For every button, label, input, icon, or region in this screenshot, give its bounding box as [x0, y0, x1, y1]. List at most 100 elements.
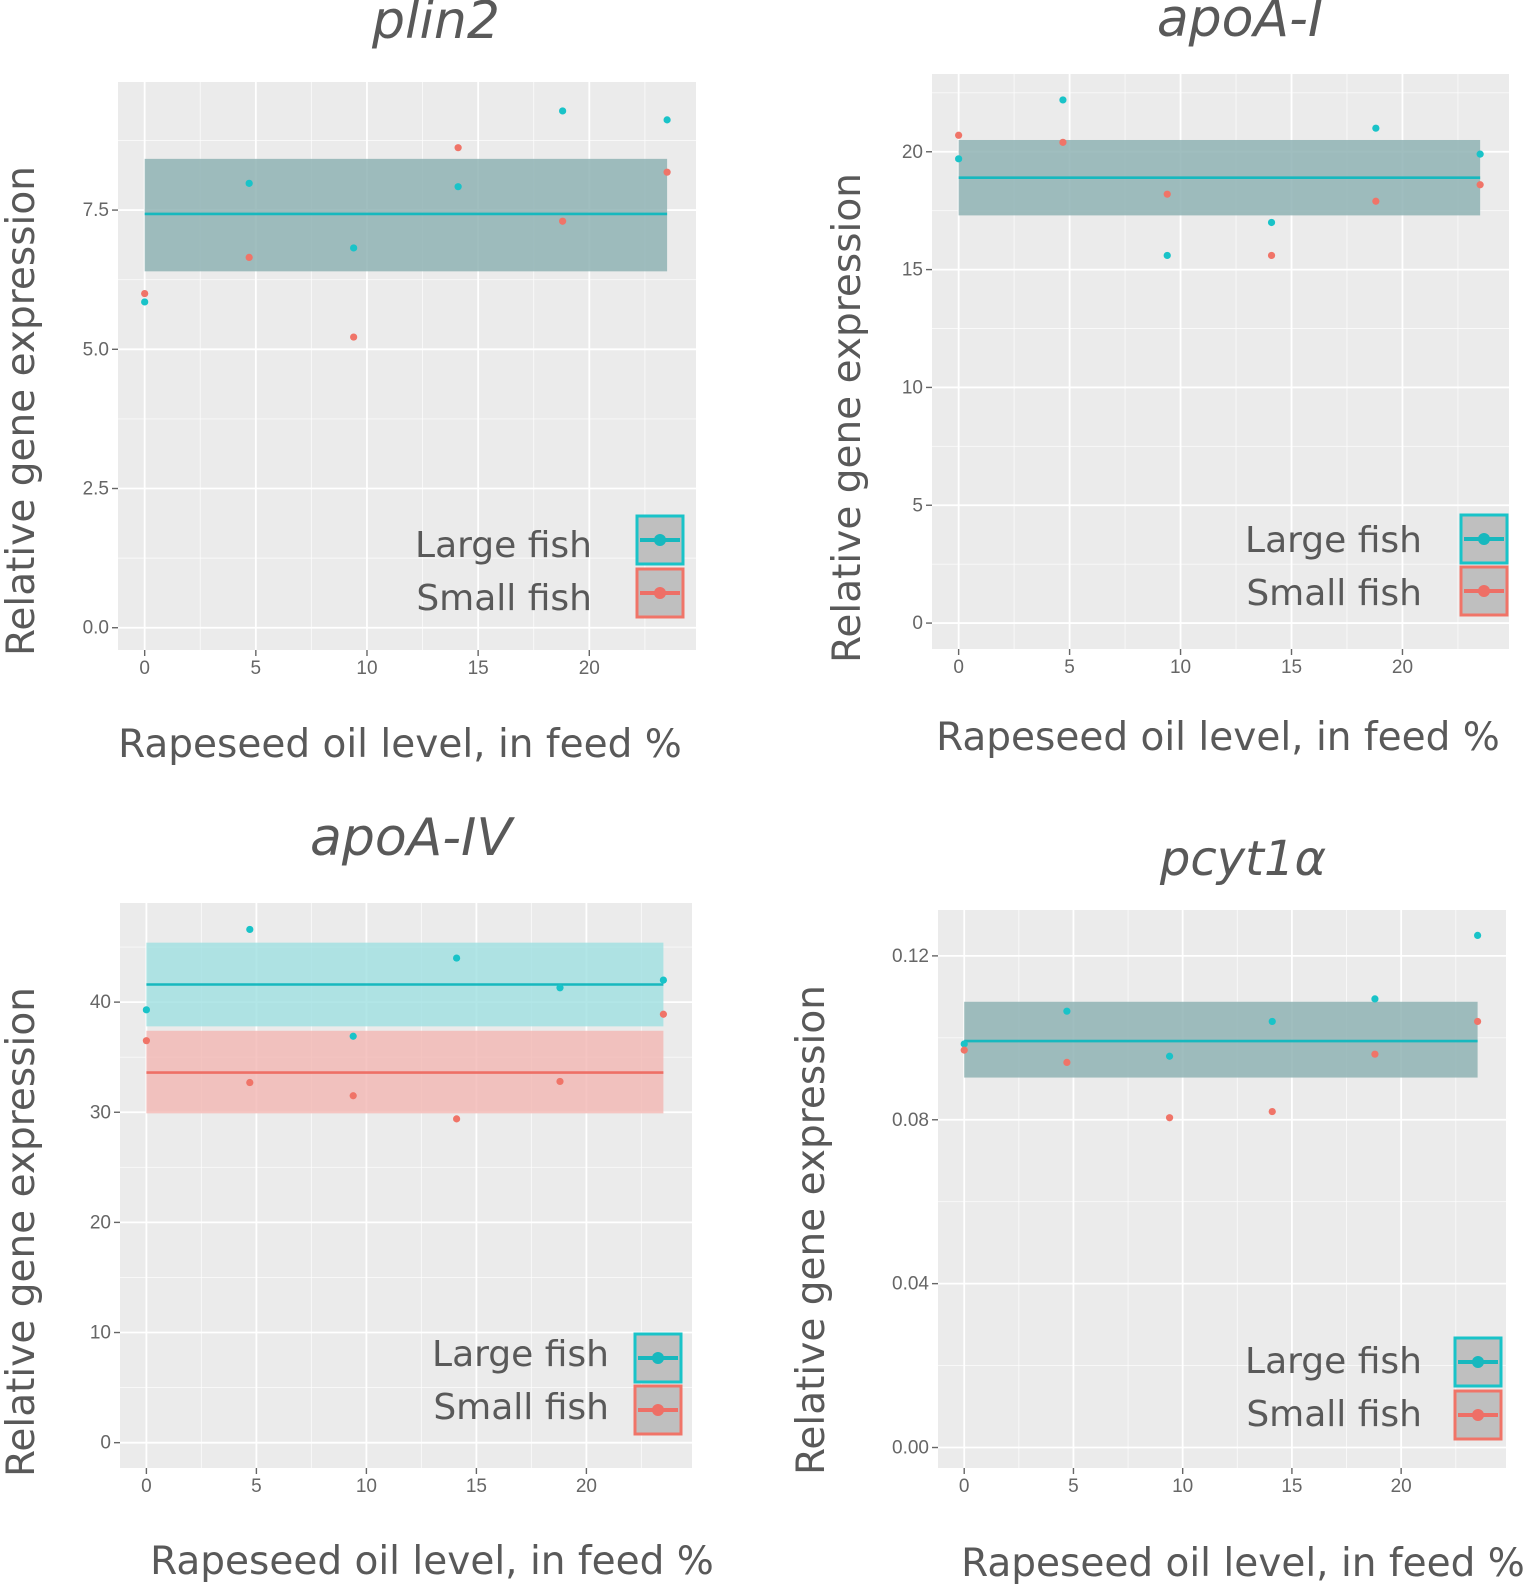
data-point [454, 144, 462, 152]
y-tick-label: 7.5 [83, 200, 109, 221]
x-tick-label: 20 [579, 658, 600, 679]
data-point [559, 217, 567, 225]
legend-key-small [1459, 565, 1509, 617]
y-tick-label: 20 [90, 1212, 111, 1233]
x-tick-label: 10 [1172, 1476, 1193, 1497]
plot-area [938, 910, 1506, 1468]
x-axis-label: Rapeseed oil level, in feed % [936, 715, 1500, 760]
data-point [142, 1006, 150, 1014]
data-point [1474, 1017, 1482, 1026]
chart-panel-apoa-iv: apoA-IV Relative gene expression Rapesee… [0, 808, 714, 1584]
legend-key-point [1478, 585, 1490, 597]
data-point [1268, 1017, 1276, 1026]
x-tick-label: 0 [959, 1476, 970, 1497]
data-point [1163, 190, 1171, 198]
y-tick-label: 20 [902, 142, 923, 163]
y-tick-label: 0.00 [892, 1438, 929, 1459]
x-tick-label: 5 [251, 658, 262, 679]
legend: Large fish Small fish [1245, 513, 1509, 617]
axes: 0.0 2.5 5.0 7.5 0 5 10 15 20 [83, 200, 600, 679]
data-point [1476, 181, 1484, 189]
data-point [1268, 1107, 1276, 1116]
legend-key-point [654, 587, 666, 599]
data-point [454, 183, 462, 191]
legend: Large fish Small fish [1245, 1336, 1503, 1441]
data-point [1372, 197, 1380, 205]
data-point [1476, 150, 1484, 158]
data-point [142, 1037, 150, 1045]
x-tick-label: 20 [576, 1476, 597, 1497]
legend-key-point [654, 534, 666, 546]
legend-key-large [633, 1332, 683, 1384]
legend: Large fish Small fish [415, 514, 685, 619]
data-point [659, 1010, 668, 1018]
data-point [1371, 1050, 1379, 1058]
x-tick-label: 15 [468, 658, 489, 679]
legend-key-large [635, 514, 685, 566]
y-axis-label: Relative gene expression [825, 173, 870, 663]
y-tick-label: 40 [90, 992, 111, 1013]
x-axis-label: Rapeseed oil level, in feed % [961, 1541, 1525, 1586]
y-tick-label: 0.12 [892, 946, 929, 967]
y-tick-label: 2.5 [83, 479, 109, 500]
data-point [1267, 251, 1276, 260]
plot-area [932, 74, 1509, 649]
data-point [960, 1046, 968, 1054]
legend-key-point [1472, 1409, 1484, 1421]
chart-panel-pcyt1a: pcyt1α Relative gene expression Rapeseed… [789, 831, 1525, 1586]
y-tick-label: 0.04 [892, 1274, 929, 1295]
x-tick-label: 10 [356, 658, 377, 679]
legend-key-small [1453, 1389, 1503, 1441]
data-point [1267, 218, 1276, 227]
x-axis-label: Rapeseed oil level, in feed % [118, 722, 682, 767]
legend-key-point [652, 1352, 664, 1364]
data-point [246, 925, 254, 934]
chart-panel-apoa-i: apoA-I Relative gene expression Rapeseed… [825, 0, 1509, 760]
chart-title: pcyt1α [1159, 831, 1326, 887]
y-tick-label: 10 [90, 1323, 111, 1344]
y-tick-label: 0.0 [83, 618, 109, 639]
legend-key-large [1459, 513, 1509, 565]
legend-label-small: Small fish [416, 578, 592, 619]
chart-panel-plin2: plin2 Relative gene expression Rapeseed … [0, 0, 696, 767]
data-point [453, 1115, 461, 1123]
legend-key-point [1472, 1356, 1484, 1368]
data-point [1372, 124, 1380, 132]
data-point [559, 107, 567, 115]
confidence-band [964, 1001, 1478, 1078]
y-tick-label: 15 [902, 260, 923, 281]
x-tick-label: 15 [1281, 657, 1302, 678]
data-point [141, 290, 149, 298]
y-axis-label: Relative gene expression [789, 985, 834, 1475]
data-point [350, 333, 358, 341]
data-point [960, 1040, 968, 1048]
x-tick-label: 10 [1170, 657, 1191, 678]
y-axis-label: Relative gene expression [0, 166, 44, 656]
legend-key-large [1453, 1336, 1503, 1388]
data-point [663, 116, 671, 124]
legend-key-small [633, 1384, 683, 1436]
legend: Large fish Small fish [432, 1332, 683, 1436]
data-point [1063, 1058, 1071, 1067]
panel-background [938, 910, 1506, 1468]
chart-title: apoA-IV [310, 808, 515, 868]
x-axis-label: Rapeseed oil level, in feed % [150, 1539, 714, 1584]
data-point [556, 984, 564, 992]
data-point [245, 179, 253, 187]
data-point [350, 244, 358, 252]
legend-label-large: Large fish [1245, 1341, 1422, 1382]
legend-label-small: Small fish [433, 1387, 609, 1428]
y-tick-label: 0 [912, 613, 923, 634]
y-tick-label: 5.0 [83, 339, 109, 360]
data-point [141, 298, 149, 306]
data-point [1059, 96, 1067, 104]
plot-area [118, 82, 696, 650]
data-point [1165, 1052, 1174, 1060]
axes: 0 5 10 15 20 0 5 10 15 20 [902, 142, 1413, 678]
legend-label-small: Small fish [1246, 1394, 1422, 1435]
x-tick-label: 10 [356, 1476, 377, 1497]
data-point [955, 155, 963, 163]
legend-key-point [1478, 533, 1490, 545]
y-tick-label: 10 [902, 377, 923, 398]
